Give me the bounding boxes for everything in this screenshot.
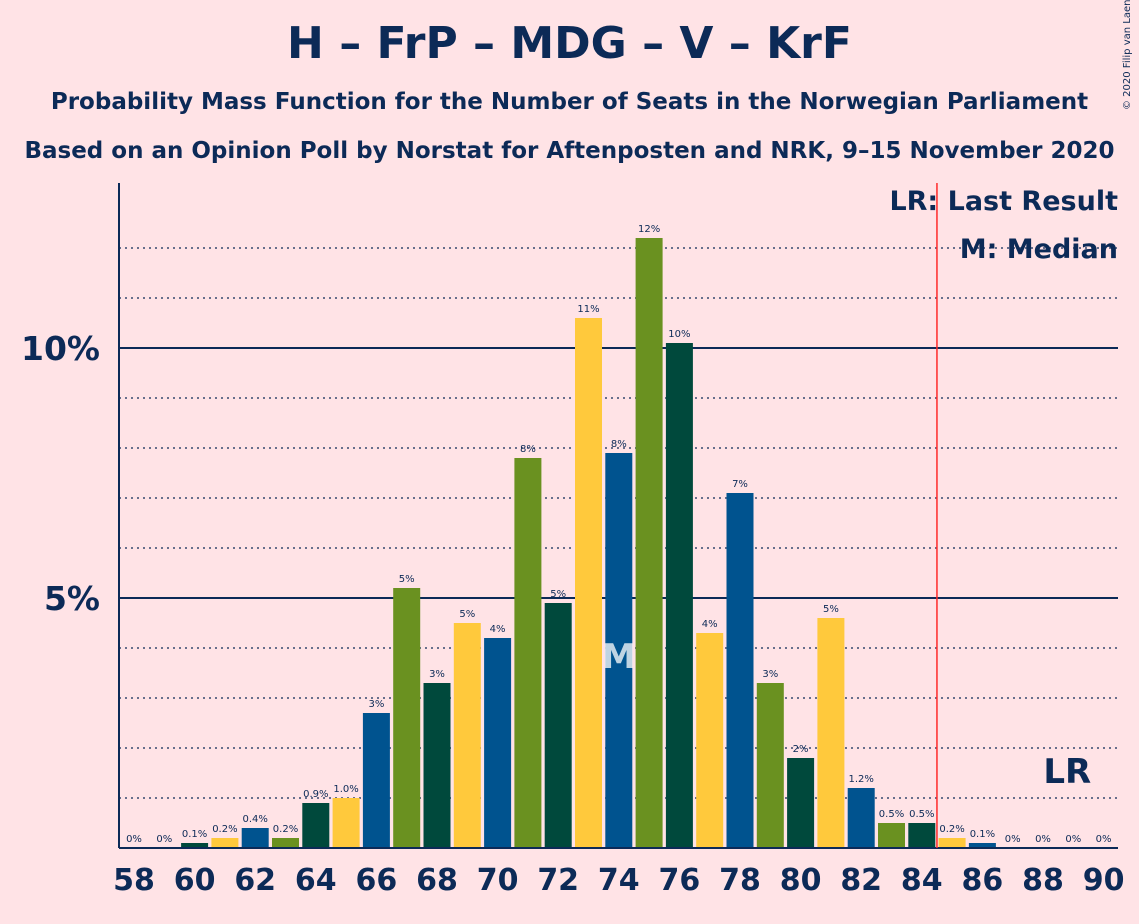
x-tick-label: 60 <box>174 863 216 898</box>
bar <box>726 493 754 848</box>
bar-value-label: 0% <box>1005 834 1021 845</box>
bar <box>514 458 542 848</box>
x-tick-label: 88 <box>1022 863 1064 898</box>
bar-value-label: 3% <box>429 669 445 680</box>
bar <box>544 603 572 848</box>
x-tick-label: 64 <box>295 863 337 898</box>
bar <box>575 318 602 848</box>
bar-value-label: 2% <box>793 744 809 755</box>
y-axis-ticks: 5% 10% <box>21 329 100 618</box>
x-tick-label: 66 <box>356 863 398 898</box>
bar-value-label: 1.2% <box>848 774 873 785</box>
bar <box>938 838 966 848</box>
y-tick-label: 10% <box>21 329 100 368</box>
legend-last-result: LR: Last Result <box>889 186 1118 217</box>
bar <box>241 828 269 848</box>
bar-value-label: 0% <box>1065 834 1081 845</box>
bar <box>665 343 693 848</box>
last-result-marker: LR <box>1043 752 1091 792</box>
bar-value-label: 4% <box>702 619 718 630</box>
bar-value-label: 0% <box>1035 834 1051 845</box>
bar-value-label: 0.1% <box>970 829 995 840</box>
bar-value-label: 0.1% <box>182 829 207 840</box>
bar-value-label: 8% <box>520 444 536 455</box>
chart-subtitle: Probability Mass Function for the Number… <box>50 89 1089 115</box>
bar-value-label: 0.9% <box>303 789 328 800</box>
bar-value-label: 0.2% <box>212 824 237 835</box>
bar-value-label: 0.5% <box>879 809 904 820</box>
chart-title: H – FrP – MDG – V – KrF <box>287 18 852 69</box>
bar <box>756 683 784 848</box>
bar <box>635 238 663 848</box>
x-tick-label: 84 <box>901 863 943 898</box>
bar <box>605 453 633 848</box>
x-tick-label: 78 <box>719 863 761 898</box>
bar <box>878 823 905 848</box>
x-tick-label: 76 <box>659 863 701 898</box>
x-tick-label: 68 <box>416 863 458 898</box>
bar-value-label: 12% <box>638 224 660 235</box>
bar-value-label: 7% <box>732 479 748 490</box>
x-tick-label: 62 <box>234 863 276 898</box>
bar <box>272 838 299 848</box>
bar <box>211 838 239 848</box>
bar <box>787 758 815 848</box>
x-tick-label: 58 <box>113 863 155 898</box>
x-tick-label: 70 <box>477 863 519 898</box>
x-tick-label: 90 <box>1083 863 1125 898</box>
bar-value-label: 5% <box>823 604 839 615</box>
bar <box>968 843 996 848</box>
bar-value-label: 8% <box>611 439 627 450</box>
bar-value-label: 10% <box>668 329 690 340</box>
bar-value-label: 3% <box>762 669 778 680</box>
bar <box>393 588 421 848</box>
bar <box>302 803 330 848</box>
bar <box>453 623 481 848</box>
bar-value-label: 5% <box>550 589 566 600</box>
bar-value-label: 1.0% <box>333 784 358 795</box>
bar-value-label: 11% <box>577 304 599 315</box>
x-tick-label: 74 <box>598 863 640 898</box>
bar-labels: 0% 0% 0.1% 0.2% 0.4% 0.2% 0.9% 1.0% 3% 5% 3% 5% 4% 8%… <box>126 224 1111 845</box>
x-tick-label: 86 <box>962 863 1004 898</box>
median-marker: M <box>602 637 636 677</box>
bars <box>181 238 996 848</box>
bar <box>362 713 390 848</box>
bar <box>423 683 451 848</box>
bar-value-label: 0.4% <box>242 814 267 825</box>
bar-value-label: 3% <box>368 699 384 710</box>
bar <box>817 618 845 848</box>
bar <box>332 798 360 848</box>
bar-value-label: 4% <box>490 624 506 635</box>
bar-value-label: 0% <box>126 834 142 845</box>
legend-median: M: Median <box>960 234 1118 265</box>
bar-value-label: 5% <box>399 574 415 585</box>
bar-value-label: 0.5% <box>909 809 934 820</box>
bar <box>696 633 724 848</box>
x-tick-label: 80 <box>780 863 822 898</box>
chart-source: Based on an Opinion Poll by Norstat for … <box>24 138 1115 164</box>
y-tick-label: 5% <box>44 579 100 618</box>
bar-value-label: 0.2% <box>273 824 298 835</box>
x-tick-label: 72 <box>537 863 579 898</box>
x-tick-label: 82 <box>840 863 882 898</box>
bar <box>484 638 512 848</box>
bar <box>908 823 936 848</box>
bar-value-label: 0.2% <box>939 824 964 835</box>
bar <box>847 788 875 848</box>
x-axis-ticks: 58 60 62 64 66 68 70 72 74 76 78 80 82 84 86 88 90 <box>113 863 1124 898</box>
bar-value-label: 0% <box>156 834 172 845</box>
bar <box>181 843 209 848</box>
bar-value-label: 0% <box>1096 834 1112 845</box>
bar-value-label: 5% <box>459 609 475 620</box>
